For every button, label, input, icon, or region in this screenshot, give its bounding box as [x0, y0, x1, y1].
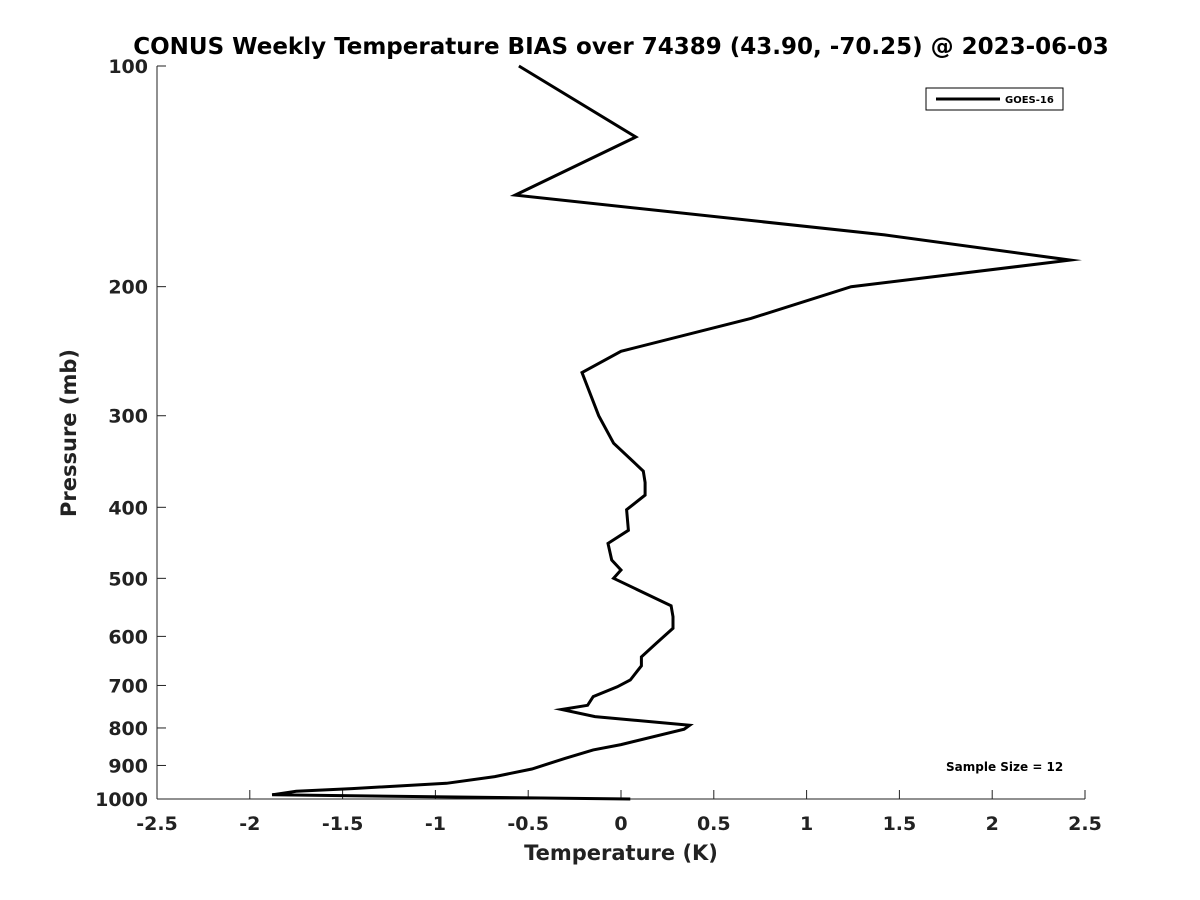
sample-size-annotation: Sample Size = 12	[946, 760, 1063, 774]
x-tick-label: 2.5	[1068, 813, 1102, 835]
y-tick-label: 500	[108, 568, 148, 590]
x-tick-label: -2	[239, 813, 260, 835]
x-tick-label: 1	[800, 813, 813, 835]
y-tick-label: 1000	[95, 789, 148, 811]
chart-title: CONUS Weekly Temperature BIAS over 74389…	[133, 34, 1108, 60]
x-tick-label: 2	[986, 813, 999, 835]
y-tick-label: 600	[108, 626, 148, 648]
legend-label-goes-16: GOES-16	[1005, 95, 1054, 106]
series-line-goes-16	[271, 64, 1082, 801]
series-layer	[271, 64, 1082, 801]
x-tick-label: -2.5	[136, 813, 178, 835]
x-axis-label: Temperature (K)	[524, 841, 718, 865]
x-tick-label: -1.5	[322, 813, 364, 835]
y-tick-label: 200	[108, 277, 148, 299]
x-tick-label: -1	[425, 813, 446, 835]
x-tick-label: 0.5	[697, 813, 731, 835]
y-tick-label: 900	[108, 755, 148, 777]
legend: GOES-16	[925, 87, 1064, 111]
x-tick-label: 0	[614, 813, 627, 835]
y-tick-label: 400	[108, 497, 148, 519]
y-tick-label: 300	[108, 406, 148, 428]
y-axis-label: Pressure (mb)	[57, 349, 81, 517]
x-tick-label: -0.5	[507, 813, 549, 835]
y-axis-ticks: 100 200 300 400 500 600 700 800 900 1000	[95, 56, 166, 811]
y-tick-label: 700	[108, 675, 148, 697]
y-tick-label: 800	[108, 718, 148, 740]
axes	[156, 66, 1085, 800]
x-axis-ticks: -2.5 -2 -1.5 -1 -0.5 0 0.5 1 1.5 2 2.5	[136, 790, 1102, 835]
y-tick-label: 100	[108, 56, 148, 78]
x-tick-label: 1.5	[883, 813, 917, 835]
